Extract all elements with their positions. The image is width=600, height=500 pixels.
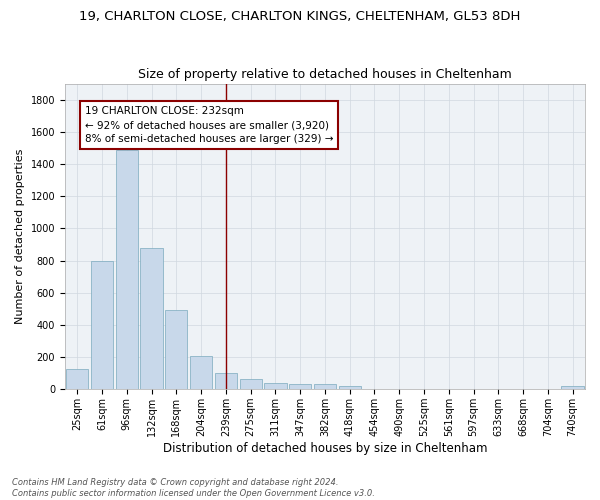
Bar <box>338 386 361 390</box>
Bar <box>91 260 113 390</box>
Y-axis label: Number of detached properties: Number of detached properties <box>15 148 25 324</box>
Bar <box>116 150 138 390</box>
Text: 19, CHARLTON CLOSE, CHARLTON KINGS, CHELTENHAM, GL53 8DH: 19, CHARLTON CLOSE, CHARLTON KINGS, CHEL… <box>79 10 521 23</box>
Bar <box>190 356 212 390</box>
Text: 19 CHARLTON CLOSE: 232sqm
← 92% of detached houses are smaller (3,920)
8% of sem: 19 CHARLTON CLOSE: 232sqm ← 92% of detac… <box>85 106 333 144</box>
X-axis label: Distribution of detached houses by size in Cheltenham: Distribution of detached houses by size … <box>163 442 487 455</box>
Bar <box>264 383 287 390</box>
Text: Contains HM Land Registry data © Crown copyright and database right 2024.
Contai: Contains HM Land Registry data © Crown c… <box>12 478 375 498</box>
Bar <box>165 310 187 390</box>
Bar <box>140 248 163 390</box>
Bar <box>239 379 262 390</box>
Bar <box>215 373 237 390</box>
Bar <box>562 386 584 390</box>
Bar <box>364 388 386 390</box>
Title: Size of property relative to detached houses in Cheltenham: Size of property relative to detached ho… <box>138 68 512 81</box>
Bar <box>289 384 311 390</box>
Bar <box>66 369 88 390</box>
Bar <box>314 384 336 390</box>
